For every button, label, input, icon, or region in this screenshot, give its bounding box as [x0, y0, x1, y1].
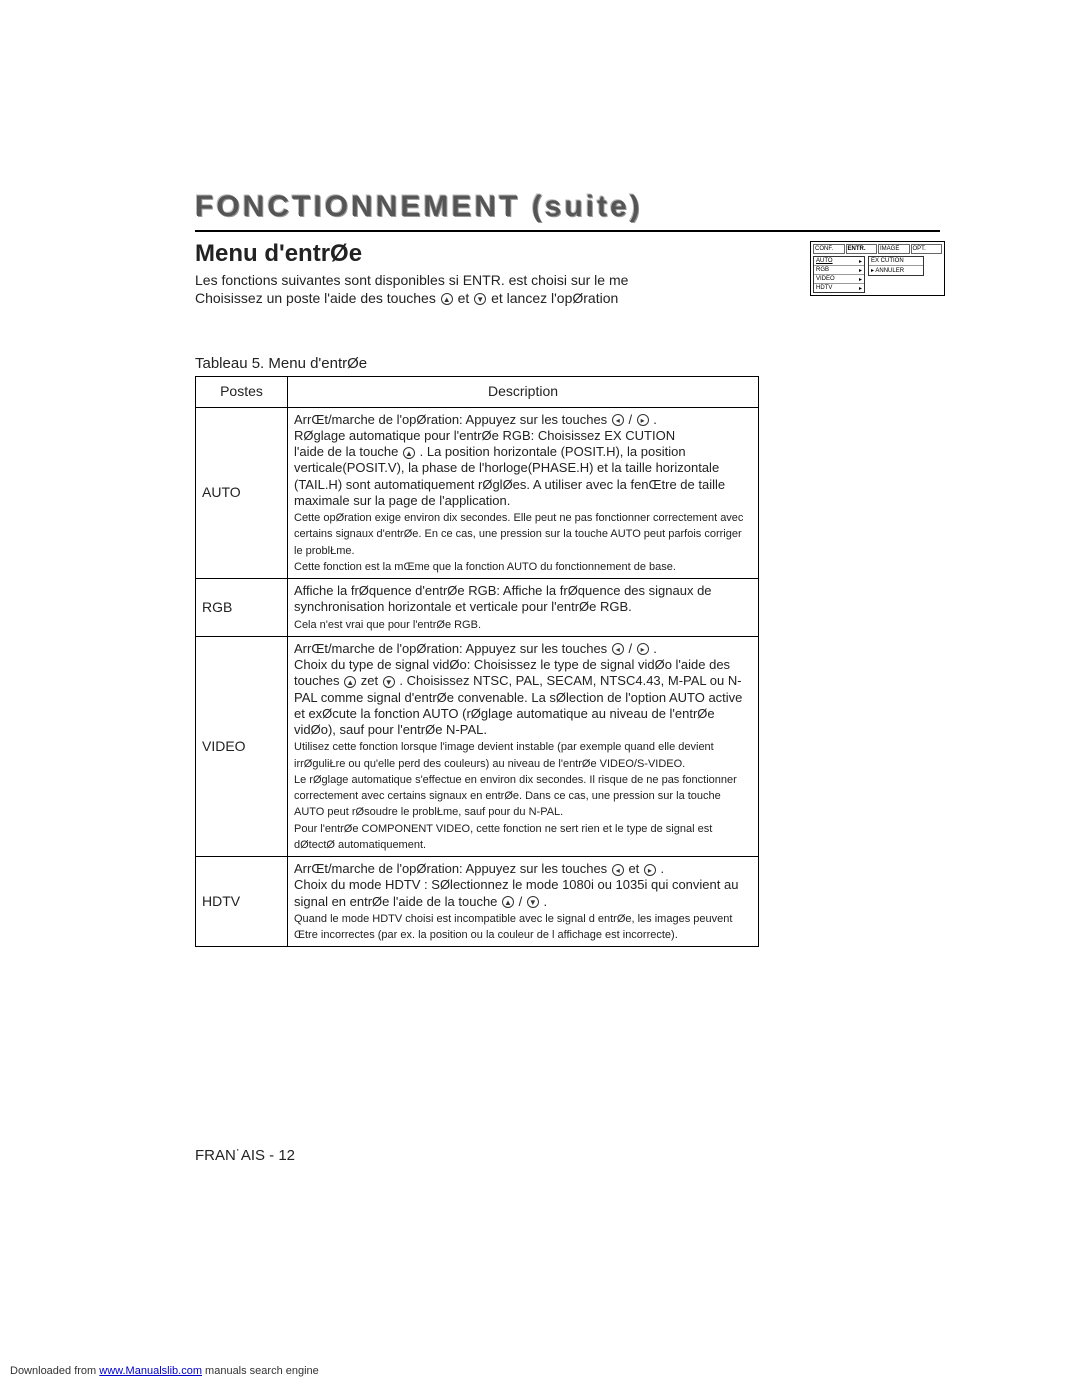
manualslib-link[interactable]: www.Manualslib.com [99, 1365, 202, 1377]
text: ArrŒt/marche de l'opØration: Appuyez sur… [294, 861, 611, 876]
osd-tab: CONF. [813, 244, 845, 254]
note-text: Cela n'est vrai que pour l'entrØe RGB. [294, 619, 481, 631]
note-text: Cette fonction est la mŒme que la foncti… [294, 561, 676, 573]
download-text2: manuals search engine [205, 1365, 319, 1377]
left-icon: ◂ [612, 864, 624, 876]
download-text1: Downloaded from [10, 1365, 99, 1377]
text: . [653, 412, 657, 427]
text: Choix du mode HDTV : SØlectionnez le mod… [294, 877, 738, 908]
osd-tabs: CONF. ENTR. IMAGE OPT. [813, 244, 942, 254]
up-icon: ▲ [441, 293, 453, 305]
osd-item: EX CUTION [869, 257, 923, 266]
intro-line1: Les fonctions suivantes sont disponibles… [195, 272, 628, 288]
text: / [628, 412, 635, 427]
note-text: Quand le mode HDTV choisi est incompatib… [294, 913, 732, 941]
text: . [661, 861, 665, 876]
desc-rgb: Affiche la frØquence d'entrØe RGB: Affic… [288, 579, 759, 637]
osd-item: VIDEO▸ [814, 275, 864, 284]
osd-tab: ENTR. [846, 244, 878, 254]
left-icon: ◂ [612, 643, 624, 655]
text: . [544, 894, 548, 909]
intro-line2b: et [458, 290, 474, 306]
desc-hdtv: ArrŒt/marche de l'opØration: Appuyez sur… [288, 857, 759, 947]
table-header-row: Postes Description [196, 377, 759, 408]
right-icon: ▸ [644, 864, 656, 876]
left-icon: ◂ [612, 414, 624, 426]
text: / [519, 894, 526, 909]
osd-menu-graphic: CONF. ENTR. IMAGE OPT. AUTO▸ RGB▸ VIDEO▸… [810, 241, 945, 296]
header-desc: Description [288, 377, 759, 408]
osd-tab: OPT. [911, 244, 943, 254]
osd-item: HDTV▸ [814, 284, 864, 292]
desc-auto: ArrŒt/marche de l'opØration: Appuyez sur… [288, 407, 759, 579]
table-caption: Tableau 5. Menu d'entrØe [195, 355, 940, 372]
text: et [628, 861, 642, 876]
right-icon: ▸ [637, 643, 649, 655]
text: RØglage automatique pour l'entrØe RGB: C… [294, 428, 675, 443]
right-icon: ▸ [637, 414, 649, 426]
poste-rgb: RGB [196, 579, 288, 637]
poste-auto: AUTO [196, 407, 288, 579]
osd-left-list: AUTO▸ RGB▸ VIDEO▸ HDTV▸ [813, 256, 865, 293]
page-title: FONCTIONNEMENT (suite) [195, 190, 940, 224]
table-row: RGB Affiche la frØquence d'entrØe RGB: A… [196, 579, 759, 637]
text: . [653, 641, 657, 656]
osd-item: AUTO▸ [814, 257, 864, 266]
down-icon: ▼ [474, 293, 486, 305]
note-text: Utilisez cette fonction lorsque l'image … [294, 741, 714, 769]
poste-video: VIDEO [196, 636, 288, 856]
down-icon: ▼ [527, 896, 539, 908]
osd-right-list: EX CUTION ▸ ANNULER [868, 256, 924, 276]
osd-tab: IMAGE [878, 244, 910, 254]
down-icon: ▼ [383, 676, 395, 688]
title-divider [195, 230, 940, 232]
table-row: VIDEO ArrŒt/marche de l'opØration: Appuy… [196, 636, 759, 856]
note-text: Le rØglage automatique s'effectue en env… [294, 774, 737, 819]
osd-item: ▸ ANNULER [869, 266, 923, 275]
up-icon: ▲ [502, 896, 514, 908]
poste-hdtv: HDTV [196, 857, 288, 947]
header-postes: Postes [196, 377, 288, 408]
text: Affiche la frØquence d'entrØe RGB: Affic… [294, 583, 712, 614]
text: zet [361, 673, 382, 688]
intro-line2c: et lancez l'opØration [491, 290, 618, 306]
desc-video: ArrŒt/marche de l'opØration: Appuyez sur… [288, 636, 759, 856]
text: ArrŒt/marche de l'opØration: Appuyez sur… [294, 412, 611, 427]
download-footer: Downloaded from www.Manualslib.com manua… [10, 1365, 319, 1377]
note-text: Pour l'entrØe COMPONENT VIDEO, cette fon… [294, 823, 712, 851]
intro-line2a: Choisissez un poste l'aide des touches [195, 290, 440, 306]
table-row: HDTV ArrŒt/marche de l'opØration: Appuye… [196, 857, 759, 947]
entry-menu-table: Postes Description AUTO ArrŒt/marche de … [195, 376, 759, 947]
table-row: AUTO ArrŒt/marche de l'opØration: Appuye… [196, 407, 759, 579]
text: / [628, 641, 635, 656]
up-icon: ▲ [344, 676, 356, 688]
up-icon: ▲ [403, 447, 415, 459]
text: l'aide de la touche [294, 444, 402, 459]
text: ArrŒt/marche de l'opØration: Appuyez sur… [294, 641, 611, 656]
osd-item: RGB▸ [814, 266, 864, 275]
page-number: FRAN˙AIS - 12 [195, 1147, 940, 1164]
note-text: Cette opØration exige environ dix second… [294, 512, 743, 557]
